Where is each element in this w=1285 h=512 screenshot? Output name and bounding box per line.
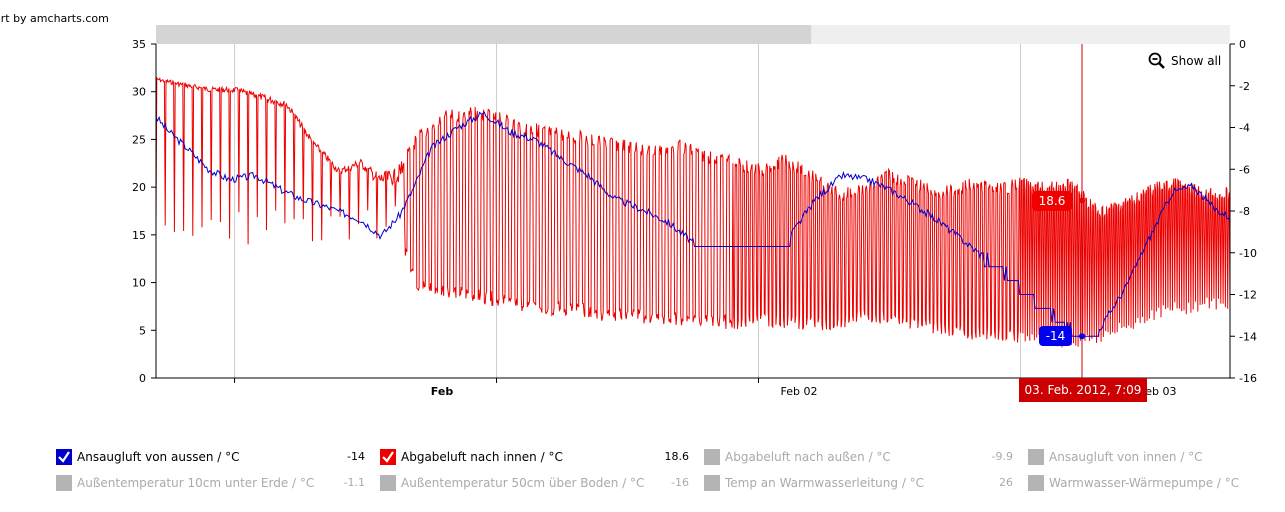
y-right-tick-label: -6 [1239,163,1250,176]
cursor-value-red: 18.6 [1032,191,1072,211]
legend-item[interactable]: Ansaugluft von aussen / °C -14 [56,448,365,466]
y-left-tick-label: 20 [132,181,146,194]
legend-label: Abgabeluft nach innen / °C [401,450,563,464]
y-right-tick-label: -12 [1239,289,1257,302]
legend-value: -1.1 [343,476,365,489]
check-icon [58,451,70,463]
legend-label: Temp an Warmwasserleitung / °C [725,476,925,490]
legend-label: Abgabeluft nach außen / °C [725,450,891,464]
series-ansaugluft-von-aussen [155,111,1231,337]
legend-checkbox-unchecked[interactable] [56,475,72,491]
cursor-time-label: 03. Feb. 2012, 7:09 [1019,378,1147,402]
y-left-tick-label: 15 [132,229,146,242]
y-left-tick-label: 0 [139,372,146,385]
legend-checkbox-unchecked[interactable] [704,475,720,491]
x-tick-label: Feb 02 [781,385,818,398]
y-right-tick-label: -10 [1239,247,1257,260]
y-left-tick-label: 10 [132,277,146,290]
cursor-value-blue: -14 [1039,326,1072,346]
legend-checkbox-unchecked[interactable] [704,449,720,465]
cursor-point-blue [1079,333,1085,340]
y-right-tick-label: 0 [1239,38,1246,51]
y-left-tick-label: 5 [139,324,146,337]
y-right-tick-label: -8 [1239,205,1250,218]
legend-value: 26 [999,476,1013,489]
series-abgabeluft-nach-innen [155,76,1231,348]
y-left-tick-label: 25 [132,133,146,146]
x-tick-label: Feb [431,385,454,398]
y-left-tick-label: 30 [132,86,146,99]
legend-checkbox-checked[interactable] [56,449,72,465]
x-tick-label: Feb 03 [1140,385,1177,398]
legend-item[interactable]: Außentemperatur 50cm über Boden / °C -16 [380,474,689,492]
y-right-tick-label: -16 [1239,372,1257,385]
check-icon [382,451,394,463]
series-line-abgabeluft [155,76,1231,348]
legend-value: -16 [671,476,689,489]
legend-checkbox-unchecked[interactable] [1028,475,1044,491]
legend-item[interactable]: Abgabeluft nach außen / °C -9.9 [704,448,1013,466]
chart-legend: Ansaugluft von aussen / °C -14 Abgabeluft … [0,442,1285,502]
legend-checkbox-unchecked[interactable] [380,475,396,491]
cursor-point-red [1079,197,1085,204]
show-all-label: Show all [1171,54,1222,68]
chart-cursor [1079,44,1085,378]
legend-item[interactable]: Außentemperatur 10cm unter Erde / °C -1.1 [56,474,365,492]
legend-label: Außentemperatur 50cm über Boden / °C [401,476,645,490]
chart-credit[interactable]: art by amcharts.com [0,12,109,25]
legend-label: Ansaugluft von innen / °C [1049,450,1203,464]
legend-checkbox-checked[interactable] [380,449,396,465]
line-chart: 35 30 25 20 15 10 5 0 0 -2 -4 -6 -8 -10 -12 -14 -16 Feb Fe… [132,25,1257,398]
legend-value: -14 [347,450,365,463]
legend-value: 18.6 [664,450,690,463]
legend-label: Außentemperatur 10cm unter Erde / °C [77,476,315,490]
legend-item[interactable]: Abgabeluft nach innen / °C 18.6 [380,448,689,466]
y-right-tick-label: -4 [1239,122,1250,135]
legend-checkbox-unchecked[interactable] [1028,449,1044,465]
legend-item[interactable]: Ansaugluft von innen / °C [1028,448,1237,466]
zoom-out-icon [1148,52,1165,69]
legend-value: -9.9 [991,450,1013,463]
scrollbar-thumb[interactable] [156,25,812,44]
y-right-tick-label: -14 [1239,330,1257,343]
y-right-tick-label: -2 [1239,80,1250,93]
series-line-ansaugluft [155,111,1231,337]
y-left-tick-label: 35 [132,38,146,51]
legend-label: Warmwasser-Wärmepumpe / °C [1049,476,1240,490]
legend-item[interactable]: Warmwasser-Wärmepumpe / °C [1028,474,1240,492]
legend-label: Ansaugluft von aussen / °C [77,450,240,464]
legend-item[interactable]: Temp an Warmwasserleitung / °C 26 [704,474,1013,492]
chart-grid [234,44,1021,378]
